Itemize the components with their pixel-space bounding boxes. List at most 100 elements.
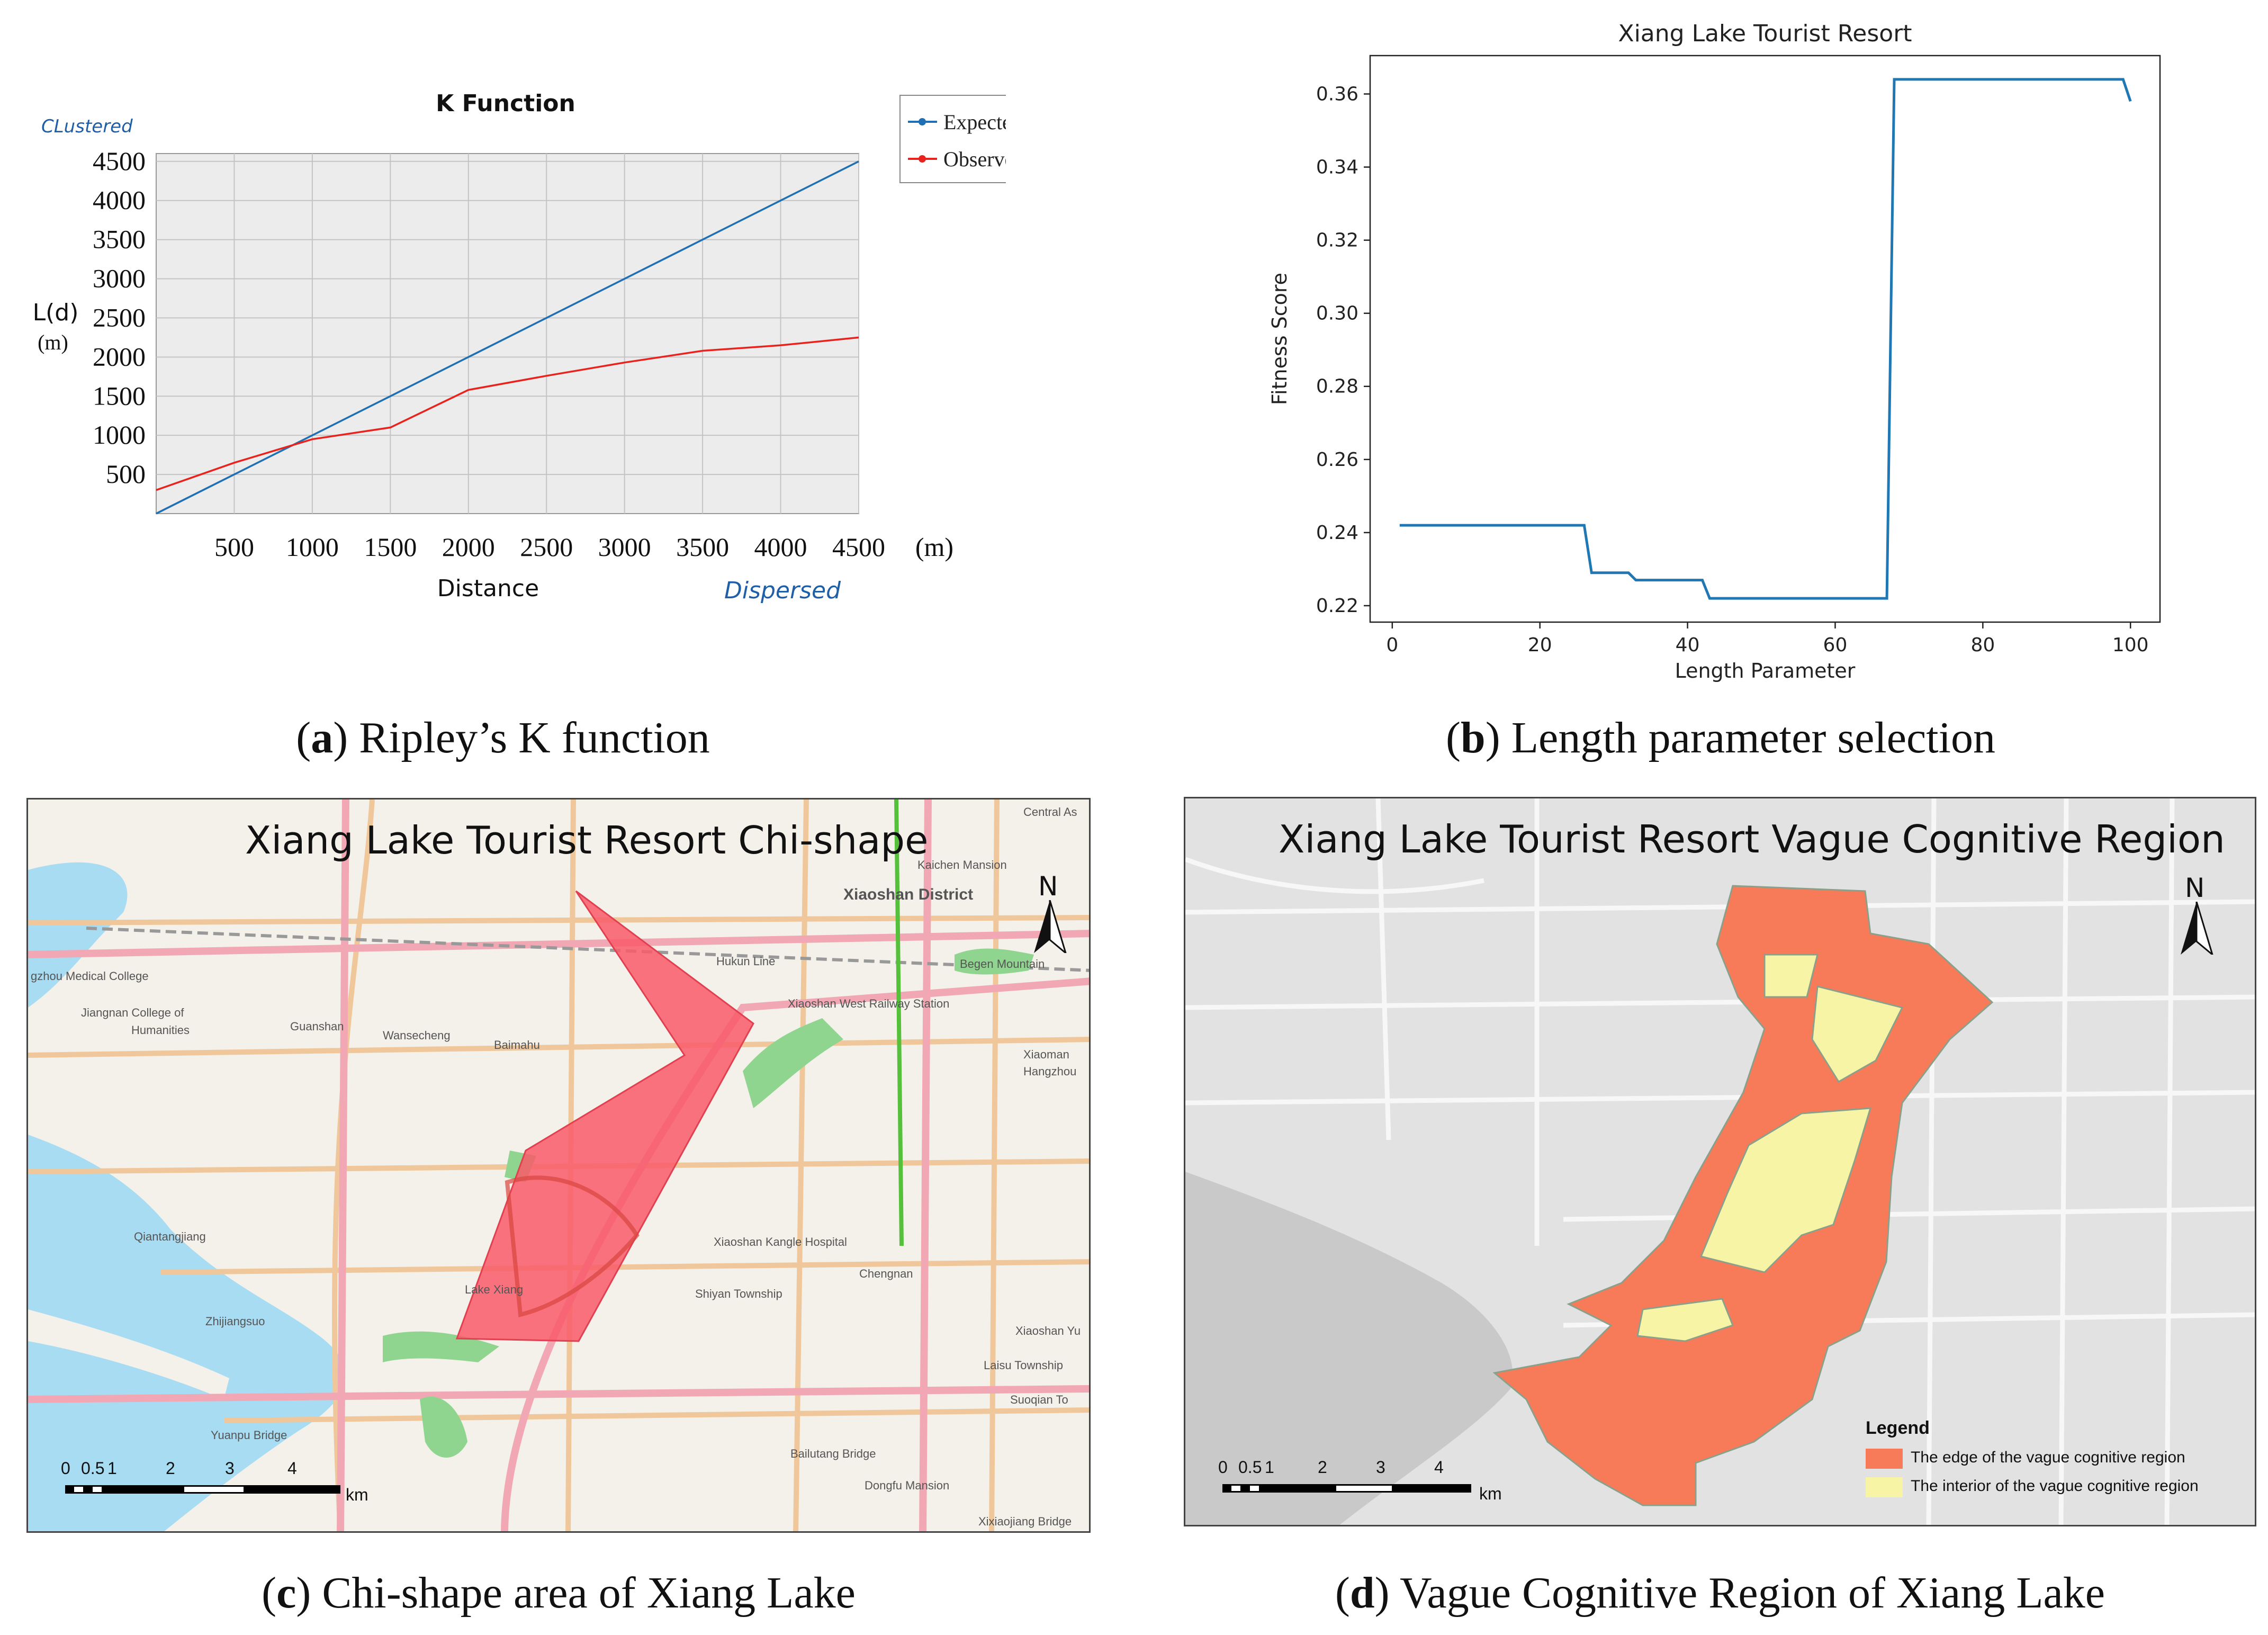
scale-bar-c: 0 0.5 1 2 3 4 km (60, 1459, 368, 1504)
caption-a: (a) Ripley’s K function (296, 713, 710, 762)
x-tick-label: 60 (1823, 634, 1848, 656)
place-label: Bailutang Bridge (790, 1447, 876, 1460)
x-axis-unit: (m) (915, 532, 953, 562)
legend-marker (919, 118, 926, 125)
x-axis-label: Length Parameter (1675, 659, 1856, 682)
x-tick-label: 20 (1528, 634, 1552, 656)
scale-tick-label: 1 (1265, 1458, 1274, 1477)
legend-marker (919, 155, 926, 163)
scale-tick-label: 4 (287, 1459, 297, 1478)
expectedk-line (156, 160, 859, 515)
legend-d: Legend The edge of the vague cognitive r… (1860, 1418, 2242, 1513)
place-label: Xiaoman (1023, 1048, 1069, 1061)
scale-tick-label: 0.5 (81, 1459, 105, 1478)
y-tick-label: 0.28 (1316, 376, 1358, 398)
place-label: Wansecheng (383, 1029, 451, 1042)
legend-interior-swatch (1866, 1477, 1903, 1497)
north-label-d: N (2185, 873, 2205, 903)
north-arrow-c: N (1029, 871, 1071, 953)
place-label: Xiaoshan Yu (1015, 1324, 1081, 1337)
lake-xiang-outline (505, 1175, 640, 1318)
scale-bar-c-graphic (65, 1485, 340, 1494)
place-label: Xiaoshan Kangle Hospital (714, 1235, 847, 1248)
place-label: Shiyan Township (695, 1287, 782, 1300)
legend-label: ObservedK (943, 147, 1006, 171)
place-label: Hangzhou (1023, 1065, 1077, 1078)
panel-c-chi-shape-map: Xiang Lake Tourist Resort Chi-shape Xiao… (26, 798, 1091, 1533)
major-roads (28, 799, 1089, 1531)
observedk-line (156, 336, 859, 491)
river-d (1185, 1172, 1513, 1525)
plot-frame (1369, 55, 2161, 623)
scale-tick-label: 3 (1376, 1458, 1385, 1477)
caption-d: (d) Vague Cognitive Region of Xiang Lake (1335, 1568, 2105, 1618)
metro-line (894, 799, 904, 1246)
scale-tick-label: 3 (225, 1459, 235, 1478)
place-label: Suoqian To (1010, 1393, 1068, 1406)
chart-b-title: Xiang Lake Tourist Resort (1618, 20, 1912, 47)
place-label: Qiantangjiang (134, 1230, 206, 1243)
place-label: Central As (1023, 805, 1077, 819)
scale-tick-label: 2 (166, 1459, 175, 1478)
x-tick-label: 2000 (442, 532, 495, 562)
caption-c-letter: c (276, 1568, 296, 1618)
scale-bar-d: 0 0.5 1 2 3 4 km (1217, 1458, 1514, 1503)
panel-d-vague-region-map: Xiang Lake Tourist Resort Vague Cognitiv… (1184, 797, 2256, 1526)
caption-d-letter: d (1349, 1568, 1375, 1618)
place-label: Humanities (131, 1023, 190, 1037)
qiantang-river-lower (28, 1135, 346, 1531)
legend-title: Legend (1866, 1418, 1930, 1438)
y-tick-label: 3500 (93, 224, 146, 254)
x-tick-label: 3000 (598, 532, 651, 562)
y-tick-label: 0.36 (1316, 83, 1358, 105)
x-tick-label: 4500 (832, 532, 885, 562)
x-tick-label: 3500 (676, 532, 729, 562)
scale-unit-c: km (346, 1485, 368, 1504)
place-label: Begen Mountain (960, 957, 1045, 971)
place-label: Guanshan (290, 1020, 344, 1033)
y-tick-label: 2000 (93, 342, 146, 371)
y-tick-label: 2500 (93, 302, 146, 332)
x-tick-label: 100 (2112, 634, 2149, 656)
x-tick-label: 4000 (754, 532, 807, 562)
scale-tick-label: 0 (1218, 1458, 1228, 1477)
y-tick-label: 0.30 (1316, 303, 1358, 325)
legend-edge-swatch (1866, 1449, 1903, 1469)
scale-tick-label: 2 (1318, 1458, 1327, 1477)
y-axis-label: Fitness Score (1268, 273, 1291, 405)
x-tick-label: 500 (214, 532, 254, 562)
place-label: Laisu Township (984, 1359, 1064, 1372)
y-tick-label: 1500 (93, 381, 146, 410)
x-axis-label: Distance (437, 575, 539, 602)
y-tick-label: 1000 (93, 420, 146, 450)
railway (86, 927, 1089, 972)
chart-a-title: K Function (436, 90, 575, 117)
map-d-title: Xiang Lake Tourist Resort Vague Cognitiv… (1279, 817, 2225, 861)
place-label: Lake Xiang (465, 1283, 524, 1296)
place-label: gzhou Medical College (31, 969, 149, 983)
vague-region-map (1185, 798, 2255, 1525)
y-axis-label: L(d) (33, 299, 79, 326)
place-label: Zhijiangsuo (205, 1315, 265, 1328)
north-arrow-icon (1034, 900, 1067, 953)
y-tick-label: 0.32 (1316, 230, 1358, 251)
caption-b-text: Length parameter selection (1500, 713, 1995, 762)
caption-d-text: Vague Cognitive Region of Xiang Lake (1389, 1568, 2105, 1618)
k-function-chart: 500 1000 1500 2000 2500 3000 3500 4000 4500 500 10… (33, 90, 1006, 604)
legend-edge-label: The edge of the vague cognitive region (1911, 1449, 2185, 1466)
scale-tick-label: 0.5 (1238, 1458, 1262, 1477)
x-tick-label: 1500 (364, 532, 417, 562)
x-tick-label: 0 (1386, 634, 1398, 656)
caption-a-text: Ripley’s K function (348, 713, 710, 762)
place-label: Dongfu Mansion (865, 1479, 950, 1492)
plot-background (156, 153, 859, 514)
north-arrow-d: N (2175, 873, 2218, 955)
map-c-title: Xiang Lake Tourist Resort Chi-shape (245, 818, 929, 863)
x-tick-label: 1000 (286, 532, 339, 562)
river-branch (28, 1309, 229, 1399)
place-label: Kaichen Mansion (917, 858, 1007, 872)
scale-tick-label: 1 (107, 1459, 117, 1478)
caption-b-letter: b (1461, 713, 1486, 762)
legend-label: ExpectedK (943, 110, 1006, 134)
chi-shape-map (28, 799, 1089, 1531)
